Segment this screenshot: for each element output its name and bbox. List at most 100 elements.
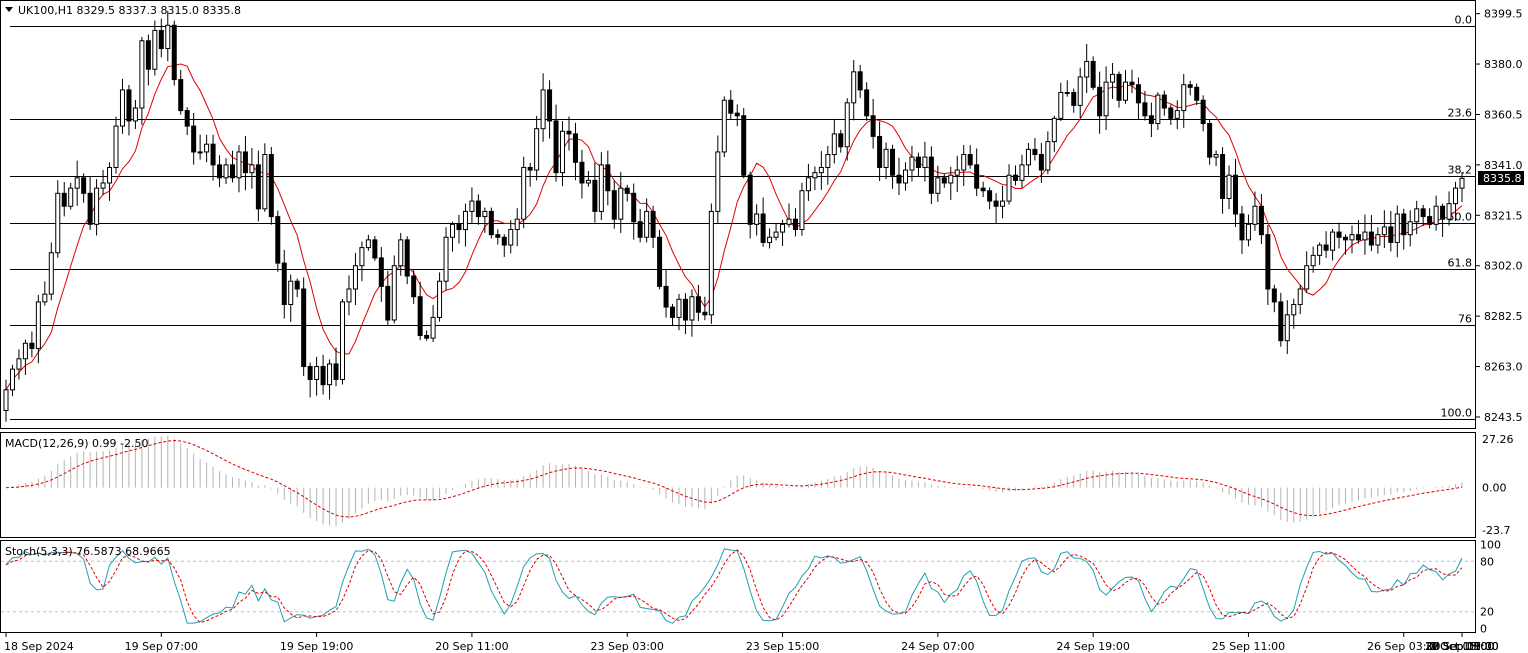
candle-body xyxy=(482,210,488,218)
candle-body xyxy=(404,239,410,277)
stoch-signal-line xyxy=(5,549,1463,624)
candle-body xyxy=(670,306,676,318)
candle-body xyxy=(508,229,514,246)
candle-body xyxy=(398,239,404,267)
candle-body xyxy=(42,293,48,303)
candle-body xyxy=(307,366,313,380)
candle-body xyxy=(35,301,41,349)
candle-body xyxy=(1032,148,1038,156)
candle-body xyxy=(1245,223,1251,241)
candle-body xyxy=(1045,141,1051,171)
candle-body xyxy=(29,342,35,349)
fib-level-label: 50.0 xyxy=(1448,211,1473,224)
candle-body xyxy=(22,342,28,360)
time-tick-label: 1 Oct 15:00 xyxy=(1430,640,1495,653)
candle-body xyxy=(993,200,999,207)
candle-body xyxy=(1446,203,1452,220)
ma-line xyxy=(5,63,1463,391)
candle-body xyxy=(954,169,960,176)
time-tick-label: 24 Sep 19:00 xyxy=(1056,640,1129,653)
candle-body xyxy=(178,79,184,112)
candle-body xyxy=(1174,110,1180,119)
candle-body xyxy=(1304,265,1310,290)
price-tick-label: 8282.5 xyxy=(1484,310,1523,323)
candle-body xyxy=(689,296,695,321)
candle-body xyxy=(139,40,145,109)
candle-body xyxy=(1168,107,1174,119)
candle-body xyxy=(857,71,863,91)
candle-body xyxy=(987,190,993,202)
candle-body xyxy=(922,156,928,168)
fib-level-label: 100.0 xyxy=(1441,407,1473,420)
candle-body xyxy=(566,130,572,135)
price-axis: 8243.5 8263.0 8282.5 8302.0 8321.5 8341.0 8360… xyxy=(1475,8,1523,424)
candle-body xyxy=(553,120,559,174)
candle-body xyxy=(864,89,870,117)
time-tick-label: 24 Sep 07:00 xyxy=(901,640,974,653)
candle-body xyxy=(650,210,656,238)
time-tick-label: 26 Sep 03:00 xyxy=(1367,640,1440,653)
stochastic-indicator: 100 80 20 0 xyxy=(1,539,1501,635)
candle-body xyxy=(1220,154,1226,199)
symbol-label: UK100,H1 8329.5 8337.3 8315.0 8335.8 xyxy=(18,4,241,17)
candle-body xyxy=(81,177,87,194)
candle-body xyxy=(941,177,947,184)
candle-body xyxy=(294,280,300,290)
candle-body xyxy=(1414,208,1420,223)
moving-average xyxy=(5,63,1463,391)
candle-body xyxy=(935,177,941,194)
candle-body xyxy=(902,169,908,184)
candle-body xyxy=(1252,205,1258,225)
candle-body xyxy=(1330,231,1336,251)
candle-body xyxy=(456,223,462,231)
candle-body xyxy=(1103,81,1109,117)
candle-body xyxy=(702,311,708,316)
candle-body xyxy=(1025,148,1031,166)
candles xyxy=(3,10,1465,422)
candle-body xyxy=(948,174,954,184)
candle-body xyxy=(288,280,294,305)
candle-body xyxy=(61,192,67,207)
candle-body xyxy=(1142,102,1148,117)
macd-tick-label: -23.7 xyxy=(1482,524,1510,537)
candle-body xyxy=(378,257,384,287)
candle-body xyxy=(430,316,436,339)
symbol-menu-triangle-icon[interactable] xyxy=(5,7,13,12)
candle-body xyxy=(767,236,773,243)
candle-body xyxy=(1129,81,1135,86)
candle-body xyxy=(715,151,721,212)
candle-body xyxy=(1459,177,1465,189)
candle-body xyxy=(663,285,669,308)
candle-body xyxy=(734,112,740,117)
time-tick-label: 18 Sep 2024 xyxy=(4,640,74,653)
stoch-label: Stoch(5,3,3) 76.5873 68.9665 xyxy=(5,545,171,558)
candle-body xyxy=(450,223,456,238)
macd-label: MACD(12,26,9) 0.99 -2.50 xyxy=(5,437,149,450)
candle-body xyxy=(107,166,113,184)
candle-body xyxy=(805,177,811,192)
candle-body xyxy=(1453,187,1459,205)
candle-body xyxy=(812,172,818,179)
candle-body xyxy=(197,151,203,154)
candle-body xyxy=(1440,205,1446,220)
candle-body xyxy=(870,115,876,137)
candle-body xyxy=(55,192,61,254)
time-tick-label: 27 Sep 07:00 xyxy=(1425,640,1498,653)
time-axis: 18 Sep 2024 19 Sep 07:00 19 Sep 19:00 20 Se… xyxy=(4,632,1499,653)
candle-body xyxy=(572,133,578,163)
candle-body xyxy=(424,335,430,339)
candle-body xyxy=(1122,81,1129,101)
candle-body xyxy=(1291,303,1297,316)
candle-body xyxy=(1116,73,1122,101)
current-price-tag xyxy=(1478,171,1524,185)
candle-body xyxy=(877,135,883,168)
price-tick-label: 8302.0 xyxy=(1484,260,1523,273)
candle-body xyxy=(1213,154,1219,158)
candle-body xyxy=(158,29,164,50)
candle-body xyxy=(3,389,9,411)
candle-body xyxy=(1000,200,1006,207)
candle-body xyxy=(1019,164,1025,181)
candle-body xyxy=(475,200,481,218)
candle-body xyxy=(1071,91,1077,106)
